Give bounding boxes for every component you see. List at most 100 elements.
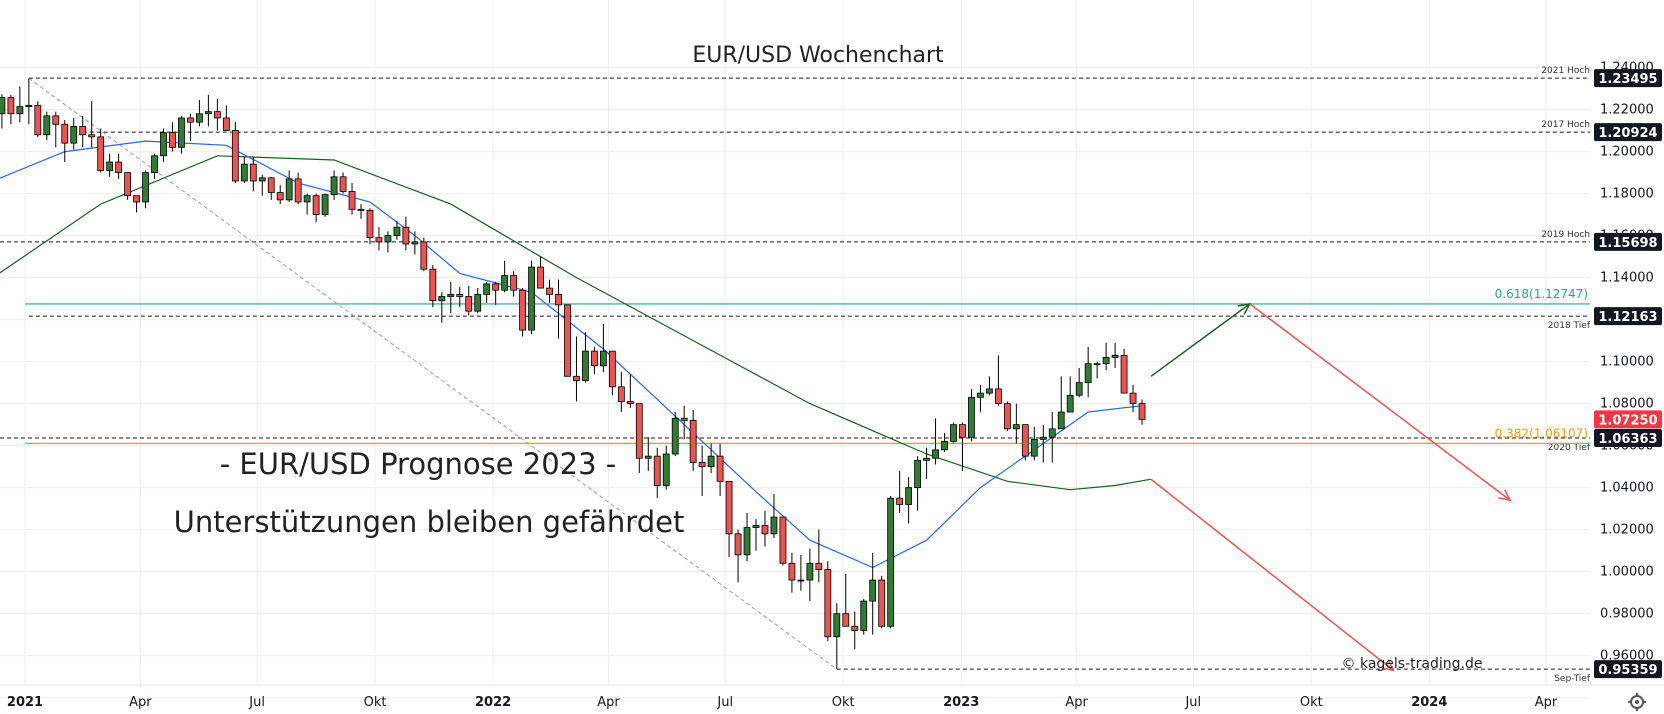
candle (734, 529, 742, 583)
candle (258, 174, 266, 196)
candle (213, 99, 221, 131)
x-tick-label: Okt (364, 695, 387, 710)
candle (330, 170, 338, 200)
grid (0, 0, 1590, 699)
y-tick-label: 1.04000 (1600, 481, 1654, 496)
candle (564, 304, 571, 377)
candle (869, 552, 877, 635)
fib-label: 0.618(1.12747) (1495, 287, 1588, 301)
candle (321, 193, 329, 217)
level-price-box (1594, 307, 1662, 326)
candle (402, 216, 410, 251)
candle (797, 554, 805, 591)
candle (501, 260, 509, 293)
candle (644, 437, 652, 471)
level-price-box (1594, 69, 1662, 88)
level-price-box (1594, 660, 1662, 679)
candle (608, 350, 616, 396)
y-tick-label: 0.98000 (1600, 607, 1654, 622)
candle (393, 220, 401, 240)
candle (582, 332, 589, 383)
candle (878, 575, 886, 629)
y-tick-label: 1.08000 (1600, 397, 1654, 412)
candle (465, 285, 473, 316)
x-tick-label: 2024 (1411, 695, 1447, 710)
candle (941, 433, 948, 452)
y-tick-label: 1.18000 (1600, 187, 1654, 202)
candle (178, 115, 185, 154)
candle (285, 170, 293, 202)
last-price-box (1594, 410, 1662, 429)
x-tick-label: 2022 (475, 695, 511, 710)
y-tick-label: 1.02000 (1600, 523, 1654, 538)
candle (1129, 384, 1137, 413)
candle (1021, 424, 1029, 461)
candle (914, 456, 921, 511)
candle (1093, 361, 1101, 379)
level-price-text: 1.23495 (1598, 72, 1657, 87)
candle (1102, 342, 1110, 371)
candle (1012, 403, 1020, 444)
candle (986, 376, 993, 396)
candle (133, 195, 140, 213)
candle (1003, 401, 1011, 431)
candle (7, 94, 15, 125)
headline-line-2: Unterstützungen bleiben gefährdet (174, 505, 685, 539)
candle (160, 128, 167, 163)
projection-arrows (1150, 302, 1512, 672)
candle (1111, 342, 1119, 368)
candle (204, 94, 212, 127)
candle (483, 281, 491, 303)
candle (106, 153, 114, 177)
gear-icon[interactable] (1628, 693, 1646, 711)
candle (968, 388, 975, 442)
candle (231, 122, 239, 184)
candle (115, 153, 123, 179)
candle (456, 287, 464, 308)
candle (851, 611, 859, 650)
x-tick-label: Apr (1535, 695, 1558, 710)
candle (43, 111, 51, 141)
candle (842, 573, 850, 627)
candle (1039, 424, 1047, 463)
candle (788, 552, 796, 593)
x-axis: 2021 Apr Jul Okt 2022 Apr Jul Okt 2023 Apr Jul Okt 2… (0, 684, 1664, 710)
ma-slow-line (0, 155, 1152, 491)
candle (923, 447, 930, 480)
candle (357, 204, 365, 219)
candle (959, 422, 966, 471)
fibonacci-levels: 0.618(1.12747) 0.382(1.06107) (25, 287, 1590, 444)
candle (339, 172, 347, 194)
candle (151, 153, 158, 179)
candle (25, 78, 33, 125)
x-tick-label: Jul (716, 695, 733, 710)
y-tick-label: 1.20000 (1600, 145, 1654, 160)
candle (698, 445, 706, 497)
level-name: 2018 Tief (1548, 321, 1591, 331)
candle (52, 111, 60, 148)
candle (528, 260, 535, 335)
candle (196, 100, 203, 127)
candle (303, 193, 311, 215)
candle (1138, 399, 1146, 425)
candle (555, 279, 562, 339)
candle (70, 117, 78, 150)
level-name: 2020 Tief (1548, 443, 1591, 453)
candle (860, 598, 868, 635)
level-name: 2019 Hoch (1541, 230, 1590, 240)
level-name: 2017 Hoch (1541, 120, 1590, 130)
candle (806, 548, 814, 602)
y-tick-label: 1.14000 (1600, 271, 1654, 286)
candle (1030, 426, 1038, 461)
candle (411, 231, 419, 255)
candle (994, 355, 1002, 406)
candle (680, 405, 688, 440)
x-tick-label: 2021 (7, 695, 43, 710)
descending-trendline (28, 77, 838, 670)
candle (626, 374, 634, 408)
candle (88, 101, 96, 148)
candle (510, 271, 518, 297)
candle (932, 418, 939, 465)
candle (61, 120, 69, 163)
